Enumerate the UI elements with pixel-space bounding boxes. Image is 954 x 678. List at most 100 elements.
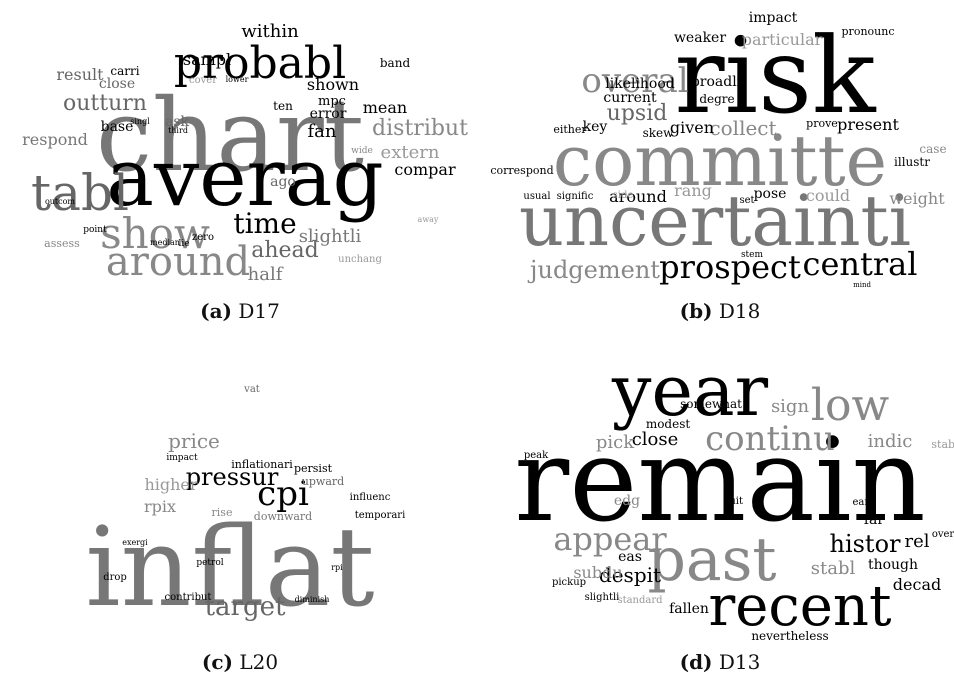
word: weight xyxy=(889,189,945,208)
caption: (d) D13 xyxy=(680,650,761,674)
word: pickup xyxy=(552,577,586,588)
word: mind xyxy=(853,281,871,289)
word: rpi xyxy=(331,563,343,572)
word: tabl xyxy=(31,164,129,222)
word: set xyxy=(739,195,754,206)
word: case xyxy=(919,142,946,156)
word: wide xyxy=(351,146,373,156)
word: unchang xyxy=(338,254,382,265)
word: over xyxy=(932,529,954,540)
word: somewhat xyxy=(680,397,742,411)
word: ago xyxy=(270,174,296,190)
word: inflat xyxy=(85,503,374,631)
word: far xyxy=(864,512,885,528)
word: singl xyxy=(130,117,150,126)
word: base xyxy=(101,119,134,135)
word: indic xyxy=(868,431,913,452)
caption-label: (d) xyxy=(680,650,713,674)
caption-name: L20 xyxy=(239,650,278,674)
word: despit xyxy=(599,563,661,587)
word: compar xyxy=(394,160,456,179)
word: key xyxy=(583,119,608,135)
word: slightli xyxy=(299,226,362,247)
word: given xyxy=(670,118,714,137)
word: outcom xyxy=(45,197,75,206)
caption-label: (b) xyxy=(680,299,713,323)
word: fallen xyxy=(669,601,709,617)
word: close xyxy=(99,76,135,92)
word: current xyxy=(603,90,657,106)
word: overal xyxy=(581,61,688,101)
word: error xyxy=(310,106,347,122)
word: lie xyxy=(178,239,189,249)
word: time xyxy=(233,207,296,240)
word: petrol xyxy=(196,558,223,568)
word: pressur xyxy=(186,463,279,491)
word: weaker xyxy=(674,30,726,46)
word: extern xyxy=(381,142,440,163)
word: show xyxy=(100,209,210,258)
word: eas xyxy=(618,549,642,565)
word: judgement xyxy=(527,256,660,284)
word: modest xyxy=(646,417,691,431)
word: away xyxy=(418,215,439,224)
word: drop xyxy=(103,572,127,583)
word: mean xyxy=(363,98,407,117)
word: result xyxy=(56,65,104,84)
caption-label: (a) xyxy=(200,299,232,323)
word: stabi xyxy=(931,438,954,451)
word: uncertainti xyxy=(519,180,911,262)
word: point xyxy=(83,225,107,235)
word: peak xyxy=(524,450,549,461)
word: band xyxy=(380,56,411,70)
word: temporari xyxy=(355,510,406,521)
word: earli xyxy=(852,497,875,508)
word: stabl xyxy=(811,558,856,579)
word: cover xyxy=(189,75,217,86)
word: impact xyxy=(749,10,798,26)
word: third xyxy=(168,126,188,135)
word: contribut xyxy=(165,592,212,603)
word: exergi xyxy=(122,538,148,547)
word: central xyxy=(803,245,918,283)
word: lower xyxy=(226,75,249,84)
word: could xyxy=(806,186,850,205)
word: mpc xyxy=(318,94,346,109)
word: stem xyxy=(741,250,764,260)
word: remain xyxy=(514,414,925,548)
caption: (a) D17 xyxy=(200,299,280,323)
word: recent xyxy=(709,574,892,639)
word: risk xyxy=(674,15,877,137)
word: degre xyxy=(699,92,734,106)
word: likelihood xyxy=(605,76,675,92)
word: distribut xyxy=(372,116,468,141)
word: slightli xyxy=(585,592,620,603)
word: ahead xyxy=(251,238,319,263)
caption: (c) L20 xyxy=(202,650,278,674)
word: present xyxy=(837,115,899,134)
word: prove xyxy=(806,117,838,130)
word: inflationari xyxy=(231,458,293,471)
caption-name: D18 xyxy=(719,299,760,323)
word: rel xyxy=(904,531,929,552)
word: particular xyxy=(742,30,823,49)
word: either xyxy=(553,123,587,136)
word: histor xyxy=(829,530,901,558)
word: close xyxy=(632,429,679,450)
word: signific xyxy=(557,191,594,202)
word: though xyxy=(868,557,918,573)
word: decad xyxy=(893,575,941,594)
word: respond xyxy=(22,130,88,149)
word: zero xyxy=(192,232,214,243)
word: usual xyxy=(523,191,550,202)
caption-label: (c) xyxy=(202,650,233,674)
word: broadli xyxy=(691,74,742,90)
word: pronounc xyxy=(842,25,895,38)
word: half xyxy=(248,264,284,285)
word: appear xyxy=(553,520,667,558)
word: influenc xyxy=(350,492,391,503)
word: skew xyxy=(643,126,675,140)
word: pose xyxy=(754,186,787,202)
word: carri xyxy=(110,64,139,78)
